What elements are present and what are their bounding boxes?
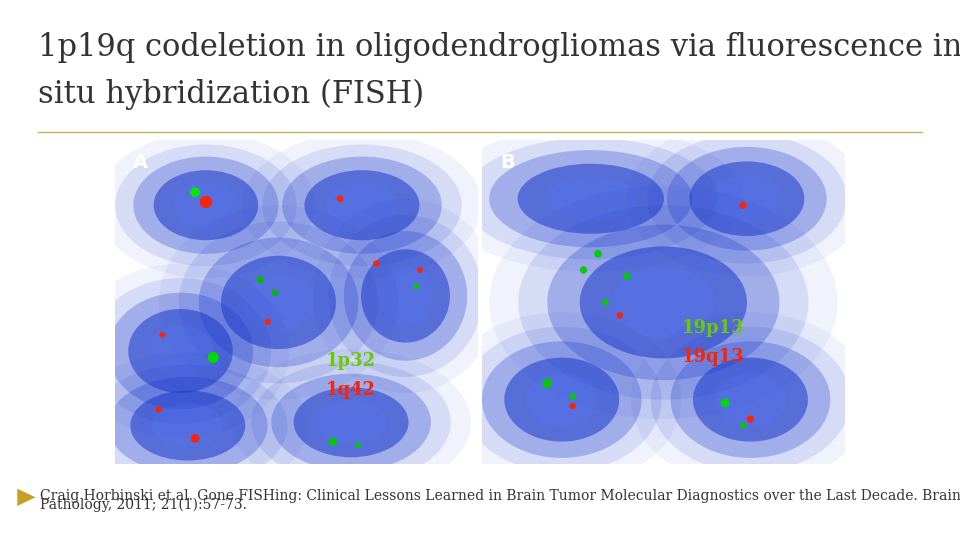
Ellipse shape [221,256,336,349]
Ellipse shape [326,183,397,227]
Text: 1p32: 1p32 [325,352,375,370]
Ellipse shape [482,341,641,458]
Point [576,266,591,274]
Text: situ hybridization (FISH): situ hybridization (FISH) [38,78,424,110]
Ellipse shape [108,293,253,409]
Ellipse shape [504,357,619,442]
Point [540,379,555,388]
Ellipse shape [304,170,420,240]
Point [590,249,606,258]
Ellipse shape [148,325,213,377]
Point [735,421,751,430]
Point [325,437,341,446]
Point [350,441,366,449]
Point [187,434,203,443]
Text: Pathology, 2011; 21(1):57-73.: Pathology, 2011; 21(1):57-73. [40,498,247,512]
Ellipse shape [490,186,837,419]
Ellipse shape [627,121,867,276]
Point [260,318,276,326]
Ellipse shape [173,183,239,227]
Ellipse shape [693,357,808,442]
Ellipse shape [154,170,258,240]
Ellipse shape [517,164,664,234]
Point [743,415,758,423]
Point [612,311,628,320]
Ellipse shape [313,199,498,393]
Ellipse shape [464,138,718,259]
Point [155,330,170,339]
Ellipse shape [377,267,433,325]
Ellipse shape [242,132,482,278]
Ellipse shape [612,267,715,338]
Text: 1p19q codeletion in oligodendrogliomas via fluorescence in: 1p19q codeletion in oligodendrogliomas v… [38,32,960,63]
Ellipse shape [90,278,272,424]
Point [252,275,268,284]
Ellipse shape [442,312,682,487]
Ellipse shape [133,157,278,254]
Ellipse shape [689,161,804,236]
Ellipse shape [108,377,268,474]
Point [151,405,166,414]
Ellipse shape [243,273,315,332]
Ellipse shape [72,264,289,438]
Point [413,266,428,274]
Ellipse shape [131,390,245,461]
Ellipse shape [179,221,378,383]
Point [267,288,282,297]
Ellipse shape [518,205,808,400]
Ellipse shape [547,225,780,380]
Point [205,353,221,362]
Ellipse shape [651,327,851,472]
Ellipse shape [294,387,409,457]
Point [735,201,751,210]
Text: A: A [133,153,149,172]
Point [717,399,732,407]
Point [187,188,203,197]
Text: B: B [500,153,515,172]
Point [564,402,580,410]
Point [198,198,213,206]
Text: 19p13: 19p13 [682,319,744,338]
Point [409,282,424,291]
Ellipse shape [526,373,598,426]
Ellipse shape [97,132,315,278]
Ellipse shape [315,401,387,444]
Ellipse shape [667,147,827,251]
Text: 1q42: 1q42 [325,381,375,399]
Ellipse shape [328,215,483,377]
Ellipse shape [361,249,450,342]
Ellipse shape [129,309,232,393]
Ellipse shape [158,205,398,400]
Ellipse shape [671,341,830,458]
Ellipse shape [545,177,636,220]
Ellipse shape [272,374,431,471]
Ellipse shape [262,144,462,266]
Polygon shape [17,489,36,506]
Ellipse shape [631,312,870,487]
Text: Craig Horbinski et al. Gone FISHing: Clinical Lessons Learned in Brain Tumor Mol: Craig Horbinski et al. Gone FISHing: Cli… [40,489,960,503]
Ellipse shape [714,373,786,426]
Ellipse shape [282,157,442,254]
Ellipse shape [462,327,661,472]
Ellipse shape [199,238,358,367]
Ellipse shape [115,144,297,266]
Ellipse shape [252,362,451,483]
Ellipse shape [88,365,288,486]
Point [332,194,348,203]
Ellipse shape [647,134,847,264]
Ellipse shape [439,126,743,272]
Ellipse shape [231,349,470,495]
Point [619,272,635,281]
Ellipse shape [490,150,692,247]
Point [369,259,384,268]
Point [598,298,613,307]
Ellipse shape [344,231,468,361]
Point [564,392,580,401]
Text: 19q13: 19q13 [682,348,744,367]
Ellipse shape [152,404,224,447]
Ellipse shape [68,353,307,498]
Ellipse shape [711,176,782,222]
Ellipse shape [580,246,747,359]
